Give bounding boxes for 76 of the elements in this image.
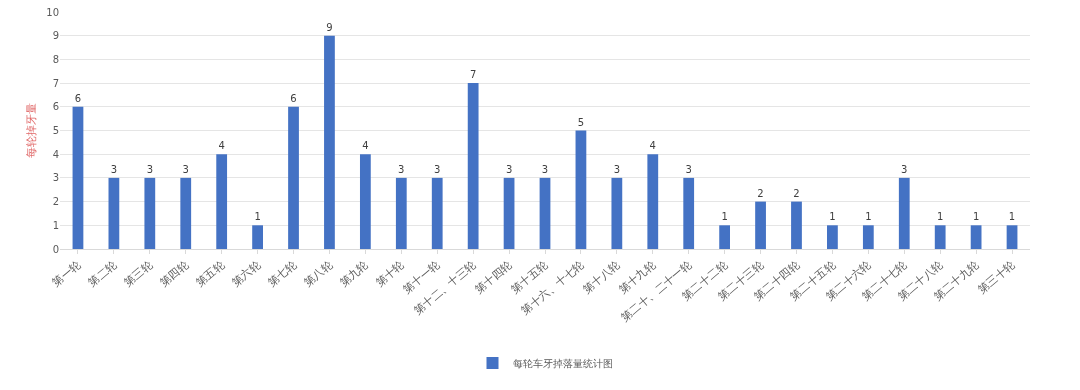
data-label: 2 [757,187,764,199]
y-tick-label: 3 [52,172,59,184]
bar [108,177,120,249]
data-label: 4 [218,140,225,152]
y-tick-label: 6 [52,101,59,113]
bar [611,177,623,249]
bar [288,106,299,249]
x-tick-label: 第二轮 [85,258,120,290]
data-label: 3 [901,163,908,175]
x-tick-label: 第三轮 [121,258,156,290]
data-label: 2 [793,187,800,199]
data-label: 1 [937,211,944,223]
data-label: 3 [434,163,441,175]
data-label: 6 [290,92,297,104]
data-label: 3 [110,163,118,175]
data-label: 4 [362,140,369,152]
y-tick-label: 10 [46,6,59,18]
bar [395,177,407,249]
bar [898,177,910,249]
x-tick-label: 第八轮 [301,258,335,290]
y-tick-label: 5 [52,125,59,136]
data-label: 7 [469,69,477,81]
x-tick-label: 第一轮 [49,258,84,290]
legend-label: 每轮车牙掉落量统计图 [512,357,613,369]
data-label: 6 [74,92,82,104]
x-tick-label: 第五轮 [193,258,228,290]
data-label: 3 [613,163,621,175]
bar [827,225,838,249]
data-label: 1 [1008,211,1016,223]
y-tick-label: 2 [52,196,59,208]
data-label: 1 [972,211,980,223]
data-label: 1 [829,211,836,223]
bar [970,225,982,249]
y-axis-title: 每轮掉牙量 [24,103,38,158]
y-tick-label: 9 [52,30,59,42]
bar [791,201,802,249]
bar [539,177,551,249]
x-tick-label: 第六轮 [229,258,264,290]
data-label: 4 [649,140,656,152]
data-label: 3 [685,163,692,175]
bar [324,35,335,249]
data-label: 3 [182,163,189,175]
data-label: 9 [326,21,333,33]
data-label: 5 [577,116,585,128]
bar [467,83,479,249]
bar [755,201,766,249]
bar [647,154,659,249]
y-tick-label: 8 [52,53,59,65]
bar [431,177,443,249]
x-tick-label: 第七轮 [265,258,299,290]
y-tick-label: 1 [52,219,59,231]
bar [719,225,731,249]
x-tick-label: 第九轮 [337,258,371,290]
bar [72,106,84,249]
bar [683,177,695,249]
data-label: 3 [398,163,405,175]
bar [144,177,156,249]
bar [934,225,946,249]
bar [252,225,263,249]
bar [1006,225,1018,249]
bar [503,177,515,249]
bar [575,130,587,249]
data-label: 1 [254,211,261,223]
bar [359,154,371,249]
data-label: 3 [146,163,153,175]
bar [180,177,192,249]
y-tick-label: 4 [52,148,59,160]
bar [216,154,228,249]
y-tick-label: 7 [52,77,59,89]
data-label: 1 [721,211,728,223]
bar [862,225,874,249]
y-tick-label: 0 [52,243,59,255]
data-label: 3 [541,163,549,175]
data-label: 3 [505,163,513,175]
data-label: 1 [865,211,872,223]
x-tick-label: 第四轮 [157,258,192,290]
